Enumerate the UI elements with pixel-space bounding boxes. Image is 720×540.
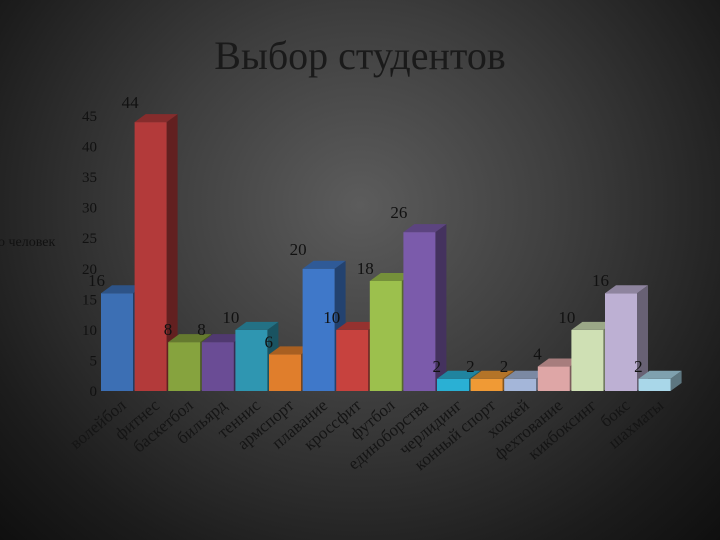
bar-front — [369, 281, 402, 391]
bar-front — [605, 293, 637, 391]
bar-front — [537, 366, 570, 391]
bar-front — [403, 232, 436, 391]
bar-front — [201, 342, 234, 391]
y-tick-label: 20 — [82, 262, 97, 278]
data-label: 8 — [197, 320, 206, 339]
y-tick-label: 15 — [82, 292, 97, 308]
bars-layer — [101, 114, 682, 391]
bar-side — [670, 370, 682, 391]
bar-top — [638, 370, 682, 379]
bar-top — [437, 370, 480, 379]
bar-front — [101, 293, 133, 391]
bar-side — [166, 114, 178, 391]
bar-top — [269, 346, 312, 355]
bar-front — [134, 122, 167, 391]
bar-top — [537, 358, 581, 367]
y-tick-label: 10 — [82, 323, 97, 339]
bar-top — [571, 321, 615, 330]
bar-front — [302, 268, 335, 391]
data-label: 8 — [164, 320, 173, 339]
category-labels-layer: волейболфитнесбаскетболбильярдтеннисармс… — [66, 395, 667, 474]
bar — [605, 285, 648, 391]
bar-top — [369, 273, 413, 281]
bar-front — [336, 329, 369, 391]
bar-top — [504, 370, 548, 379]
y-tick-label: 30 — [82, 201, 97, 217]
data-label: 2 — [634, 357, 643, 376]
bar-top — [470, 370, 514, 379]
data-label: 26 — [390, 203, 407, 222]
bar-top — [403, 224, 447, 233]
bar — [302, 260, 346, 391]
y-tick-label: 5 — [90, 353, 98, 369]
y-tick-label: 35 — [82, 170, 97, 186]
bar-front — [571, 329, 604, 391]
bar — [403, 224, 447, 391]
data-label: 6 — [265, 332, 274, 351]
data-label: 20 — [290, 240, 307, 259]
bar-front — [269, 354, 301, 391]
data-labels-layer: 16 44 8 8 10 6 20 10 18 26 2 2 2 4 10 16 2 — [88, 93, 643, 376]
bar-top — [201, 334, 245, 343]
bar-side — [637, 285, 648, 391]
data-label: 4 — [533, 345, 542, 364]
y-tick-label: 25 — [82, 231, 97, 247]
y-axis-label: о человек — [0, 235, 55, 250]
data-label: 16 — [592, 271, 609, 290]
data-label: 2 — [500, 357, 509, 376]
data-label: 16 — [88, 271, 105, 290]
bar-top — [605, 285, 648, 294]
bar-top — [168, 334, 212, 343]
data-label: 2 — [433, 357, 442, 376]
y-axis: 0 5 10 15 20 25 30 35 40 45 — [82, 109, 97, 400]
bar-side — [435, 224, 447, 391]
data-label: 10 — [323, 308, 340, 327]
bar-front — [638, 378, 671, 391]
bar-top — [101, 285, 144, 294]
data-label: 10 — [558, 308, 575, 327]
bar-top — [235, 321, 279, 330]
bar-front — [470, 378, 503, 391]
bar — [134, 114, 178, 391]
y-tick-label: 45 — [82, 109, 97, 125]
bar-front — [168, 342, 201, 391]
bar-front — [437, 378, 469, 391]
y-tick-label: 40 — [82, 140, 97, 156]
data-label: 10 — [222, 308, 239, 327]
data-label: 18 — [357, 259, 374, 278]
bar-top — [336, 321, 380, 330]
bar-top — [134, 114, 178, 123]
data-label: 44 — [122, 93, 140, 112]
bar-front — [235, 329, 268, 391]
y-tick-label: 0 — [90, 384, 98, 400]
bar-top — [302, 260, 346, 269]
chart-title: Выбор студентов — [214, 33, 506, 78]
data-label: 2 — [466, 357, 475, 376]
bar — [638, 370, 682, 391]
bar-front — [504, 378, 537, 391]
